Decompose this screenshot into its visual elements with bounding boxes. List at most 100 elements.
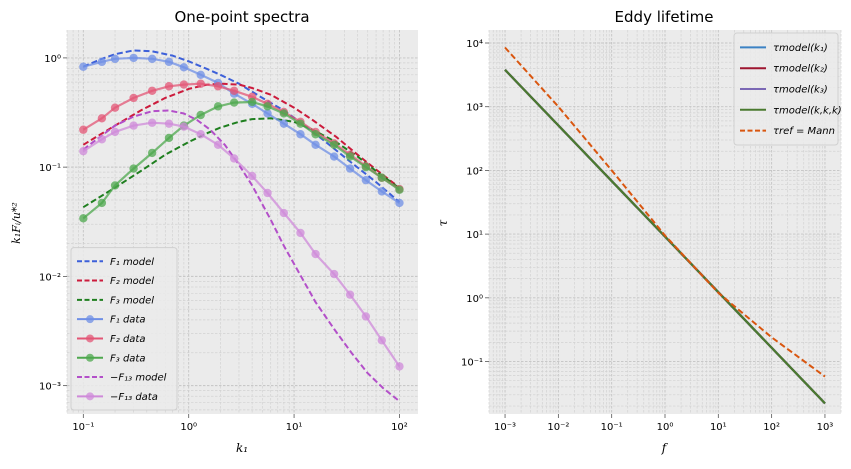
data-point <box>179 63 189 72</box>
data-point <box>296 228 305 238</box>
legend-marker-3 <box>86 315 94 324</box>
data-point <box>213 140 223 150</box>
x-tick-label: 10⁻³ <box>494 422 516 433</box>
legend-label-6: −F₁₃ model <box>110 373 167 384</box>
data-point <box>129 93 138 103</box>
y-tick-label: 10¹ <box>466 230 483 241</box>
x-tick-label: 10³ <box>817 422 834 433</box>
panel-title: One-point spectra <box>174 8 309 26</box>
grid <box>488 30 842 414</box>
data-point <box>395 362 404 371</box>
data-point <box>110 127 120 137</box>
data-point <box>345 152 355 161</box>
data-point <box>129 164 138 173</box>
y-tick-label: 10⁻³ <box>39 382 61 393</box>
data-point <box>377 336 386 345</box>
data-point <box>110 103 120 112</box>
data-point <box>147 54 157 64</box>
data-point <box>196 79 205 88</box>
legend-label-1: F₂ model <box>110 276 154 287</box>
data-point <box>147 86 157 95</box>
data-point <box>97 198 107 208</box>
data-point <box>395 198 404 208</box>
series-line-2 <box>82 117 400 209</box>
data-point <box>196 110 205 120</box>
legend-marker-5 <box>86 353 94 362</box>
data-point <box>329 152 339 161</box>
y-tick-label: 10³ <box>466 103 483 114</box>
data-point <box>79 125 88 134</box>
data-point <box>279 119 289 128</box>
data-point <box>97 114 107 123</box>
data-point <box>263 188 272 198</box>
data-point <box>179 122 189 131</box>
legend-label-1: τmodel(k₂) <box>773 64 828 75</box>
data-point <box>79 146 88 156</box>
data-point <box>311 130 320 139</box>
data-point <box>179 80 189 89</box>
data-point <box>147 118 157 127</box>
series-group <box>504 46 826 405</box>
data-point <box>129 121 138 130</box>
data-point <box>247 171 257 181</box>
data-point <box>329 140 339 150</box>
data-point <box>329 269 339 279</box>
data-point <box>377 173 386 182</box>
legend-label-4: τref = Mann <box>773 126 835 137</box>
series-group <box>79 49 404 402</box>
x-tick-label: 10⁻¹ <box>72 422 94 433</box>
data-point <box>147 148 157 158</box>
data-point <box>279 208 289 218</box>
x-tick-label: 10⁻¹ <box>601 422 623 433</box>
legend: τmodel(k₁) τmodel(k₂) τmodel(k₃) τmodel(k,k… <box>733 32 842 146</box>
x-tick-label: 10⁻² <box>547 422 569 433</box>
data-point <box>164 119 174 128</box>
x-tick-label: 10⁰ <box>657 422 674 433</box>
y-tick-label: 10⁻¹ <box>39 163 61 174</box>
data-point <box>296 119 305 128</box>
data-point <box>311 140 320 150</box>
data-point <box>279 109 289 118</box>
data-point <box>263 109 272 118</box>
series-line-4 <box>504 46 826 378</box>
data-point <box>196 70 205 80</box>
legend-box <box>733 32 839 146</box>
data-point <box>97 57 107 67</box>
legend-label-7: −F₁₃ data <box>110 392 158 403</box>
x-axis-label: k₁ <box>236 441 248 455</box>
data-point <box>213 102 223 111</box>
data-point <box>296 130 305 139</box>
y-tick-label: 10⁰ <box>44 54 61 65</box>
y-axis-label: τ <box>436 219 450 226</box>
legend-marker-4 <box>86 334 94 343</box>
y-tick-label: 10⁰ <box>466 294 483 305</box>
panel-title: Eddy lifetime <box>615 8 714 26</box>
legend-box <box>70 247 178 411</box>
data-point <box>164 57 174 67</box>
data-point <box>97 135 107 144</box>
data-point <box>79 62 88 71</box>
y-tick-label: 10⁻² <box>39 272 61 283</box>
x-axis-label: f <box>661 441 669 455</box>
legend-label-2: τmodel(k₃) <box>773 85 828 96</box>
x-tick-label: 10² <box>391 422 408 433</box>
legend-label-3: τmodel(k,k,k) <box>773 105 842 116</box>
data-point <box>229 98 239 107</box>
y-tick-label: 10² <box>466 166 483 177</box>
data-point <box>361 312 371 321</box>
legend-label-2: F₃ model <box>110 295 154 306</box>
legend-label-0: F₁ model <box>110 257 154 268</box>
data-point <box>345 290 355 299</box>
panel-eddy-lifetime: Eddy lifetime f τ 10⁻³ 10⁻² 10⁻¹ 10⁰ 10¹ 10² 1… <box>436 8 842 455</box>
data-point <box>229 154 239 163</box>
data-point <box>110 54 120 64</box>
data-point <box>213 82 223 91</box>
data-point <box>247 97 257 107</box>
data-point <box>263 102 272 111</box>
x-tick-label: 10² <box>763 422 780 433</box>
data-point <box>395 185 404 195</box>
data-point <box>229 86 239 95</box>
data-point <box>361 175 371 185</box>
